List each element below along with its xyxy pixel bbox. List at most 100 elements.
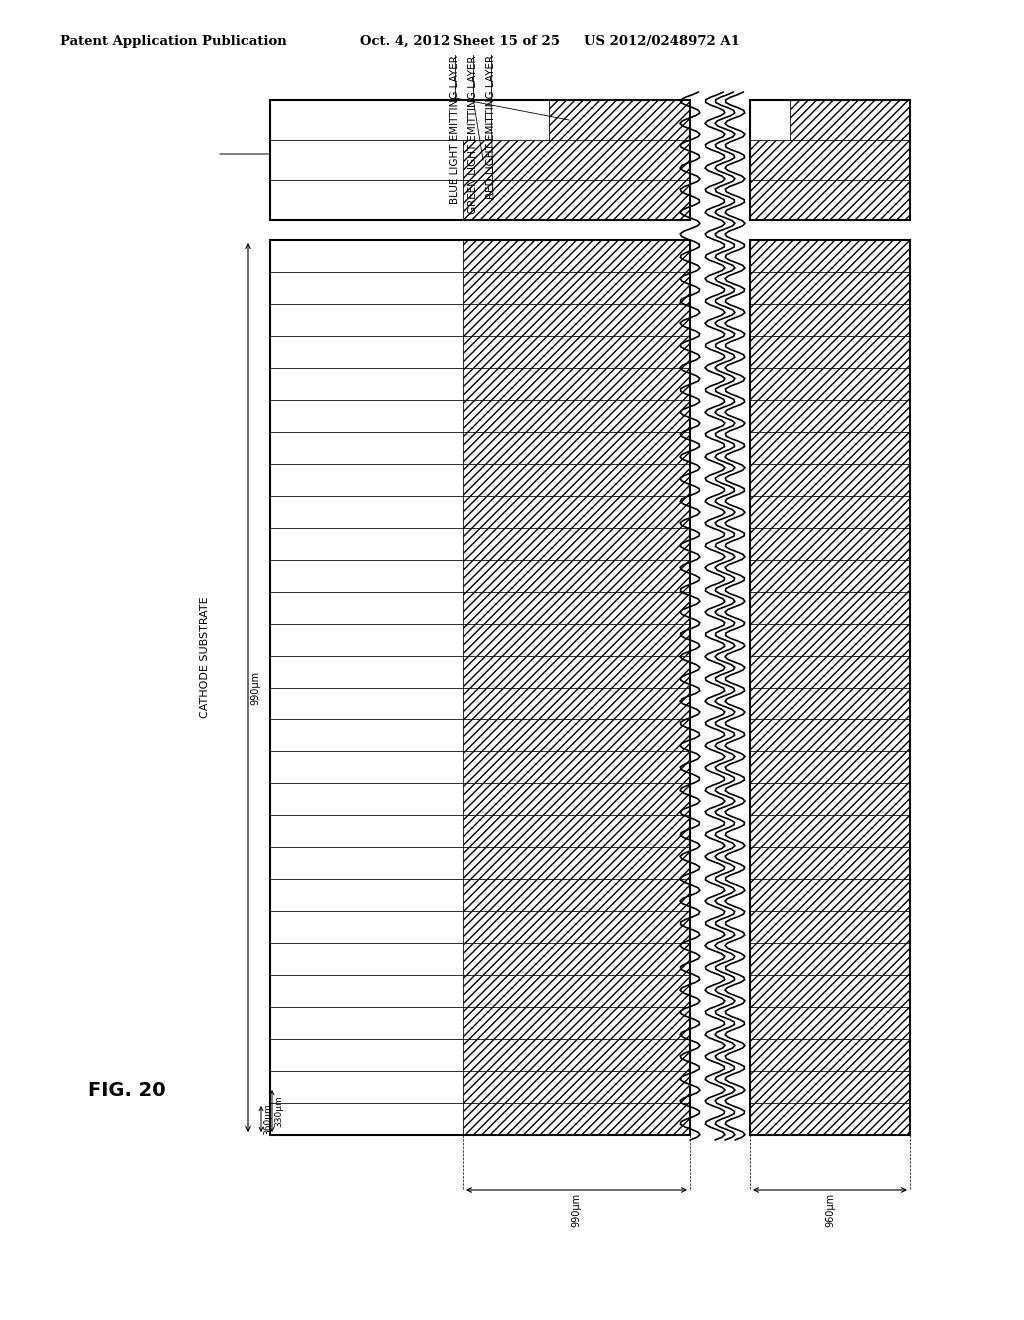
Bar <box>750 751 910 783</box>
Text: 360μm: 360μm <box>263 1104 272 1135</box>
Text: 330μm: 330μm <box>274 1096 283 1127</box>
Bar <box>750 463 910 496</box>
Bar <box>270 1071 463 1104</box>
Bar <box>270 944 463 975</box>
Bar <box>270 591 463 623</box>
Text: Patent Application Publication: Patent Application Publication <box>60 36 287 48</box>
Bar <box>750 180 910 220</box>
Bar <box>463 751 690 783</box>
Bar <box>270 100 549 140</box>
Text: FIG. 20: FIG. 20 <box>88 1081 166 1100</box>
Bar <box>463 847 690 879</box>
Bar <box>270 719 463 751</box>
Text: 990μm: 990μm <box>250 671 260 705</box>
Bar <box>270 816 463 847</box>
Bar <box>270 656 463 688</box>
Text: BLUE LIGHT EMITTING LAYER: BLUE LIGHT EMITTING LAYER <box>450 55 460 203</box>
Bar <box>463 240 690 272</box>
Bar <box>750 335 910 368</box>
Bar <box>270 240 690 1135</box>
Bar <box>270 240 463 272</box>
Bar <box>270 140 463 180</box>
Bar <box>750 100 910 220</box>
Bar <box>463 140 690 180</box>
Bar <box>463 1104 690 1135</box>
Bar <box>750 240 910 1135</box>
Bar <box>750 879 910 911</box>
Bar <box>463 623 690 656</box>
Bar <box>750 911 910 944</box>
Bar <box>750 591 910 623</box>
Bar <box>750 719 910 751</box>
Bar <box>270 847 463 879</box>
Bar <box>270 304 463 335</box>
Bar <box>750 816 910 847</box>
Bar <box>270 879 463 911</box>
Bar <box>750 1007 910 1039</box>
Bar <box>463 816 690 847</box>
Bar <box>270 911 463 944</box>
Bar <box>463 528 690 560</box>
Bar <box>463 1071 690 1104</box>
Bar <box>463 879 690 911</box>
Text: 960μm: 960μm <box>825 1193 835 1228</box>
Text: GREEN LIGHT EMITTING LAYER: GREEN LIGHT EMITTING LAYER <box>468 55 478 214</box>
Bar <box>270 1104 463 1135</box>
Bar <box>463 783 690 816</box>
Bar <box>750 368 910 400</box>
Bar <box>463 944 690 975</box>
Bar <box>463 656 690 688</box>
Bar <box>750 140 910 180</box>
Bar <box>750 272 910 304</box>
Bar <box>750 783 910 816</box>
Bar <box>270 368 463 400</box>
Bar <box>750 240 910 272</box>
Bar <box>270 560 463 591</box>
Bar <box>463 560 690 591</box>
Bar <box>750 496 910 528</box>
Bar <box>750 623 910 656</box>
Bar <box>270 180 463 220</box>
Bar <box>270 100 690 220</box>
Bar <box>463 1039 690 1071</box>
Bar <box>750 304 910 335</box>
Bar <box>463 1007 690 1039</box>
Text: RED LIGHT EMITTING LAYER: RED LIGHT EMITTING LAYER <box>486 55 496 199</box>
Bar <box>463 591 690 623</box>
Text: Oct. 4, 2012: Oct. 4, 2012 <box>360 36 451 48</box>
Bar <box>750 1039 910 1071</box>
Bar <box>750 560 910 591</box>
Bar <box>270 400 463 432</box>
Bar <box>270 688 463 719</box>
Bar <box>790 100 910 140</box>
Text: US 2012/0248972 A1: US 2012/0248972 A1 <box>584 36 740 48</box>
Bar <box>463 304 690 335</box>
Bar <box>463 463 690 496</box>
Bar <box>750 528 910 560</box>
Bar <box>750 1071 910 1104</box>
Bar <box>270 272 463 304</box>
Bar <box>270 751 463 783</box>
Bar <box>750 847 910 879</box>
Text: CATHODE SUBSTRATE: CATHODE SUBSTRATE <box>200 597 210 718</box>
Text: Sheet 15 of 25: Sheet 15 of 25 <box>453 36 560 48</box>
Bar <box>463 496 690 528</box>
Bar <box>463 400 690 432</box>
Bar <box>750 1104 910 1135</box>
Bar <box>750 100 790 140</box>
Bar <box>463 911 690 944</box>
Bar <box>270 335 463 368</box>
Bar <box>463 272 690 304</box>
Bar <box>750 656 910 688</box>
Bar <box>463 180 690 220</box>
Bar <box>463 368 690 400</box>
Text: 990μm: 990μm <box>571 1193 582 1228</box>
Bar <box>750 432 910 463</box>
Bar <box>750 975 910 1007</box>
Bar <box>463 432 690 463</box>
Bar <box>270 623 463 656</box>
Bar <box>270 463 463 496</box>
Bar <box>463 335 690 368</box>
Bar <box>463 688 690 719</box>
Bar <box>270 432 463 463</box>
